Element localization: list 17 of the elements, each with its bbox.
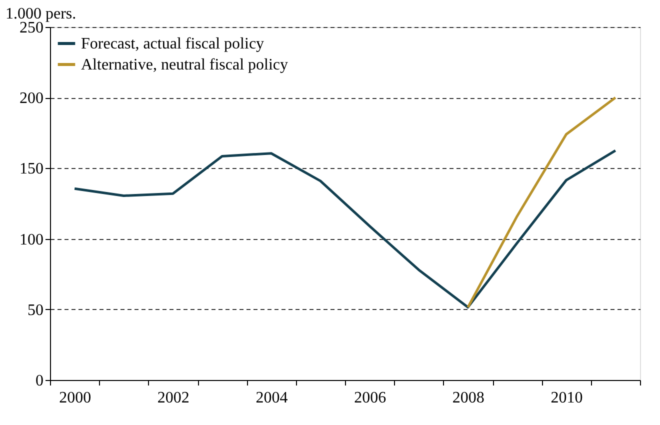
- y-axis-title: 1.000 pers.: [6, 6, 76, 22]
- y-tick-label: 150: [20, 160, 44, 178]
- x-tick-label: 2000: [59, 390, 92, 406]
- x-tick-label: 2008: [452, 390, 484, 406]
- line-series: [466, 96, 617, 309]
- x-tick-label: 2006: [354, 390, 386, 406]
- x-tick-label: 2010: [550, 390, 583, 406]
- legend-label: Forecast, actual fiscal policy: [81, 36, 264, 52]
- y-tick-label: 100: [20, 231, 44, 248]
- y-tick-label: 200: [20, 90, 44, 108]
- y-tick-label: 50: [28, 302, 44, 319]
- x-tick-label: 2004: [256, 390, 288, 406]
- line-series: [73, 149, 617, 309]
- y-tick-label: 0: [36, 372, 44, 390]
- y-tick-label: 250: [20, 20, 44, 36]
- x-tick-label: 2002: [157, 390, 190, 406]
- legend-label: Alternative, neutral fiscal policy: [81, 56, 288, 74]
